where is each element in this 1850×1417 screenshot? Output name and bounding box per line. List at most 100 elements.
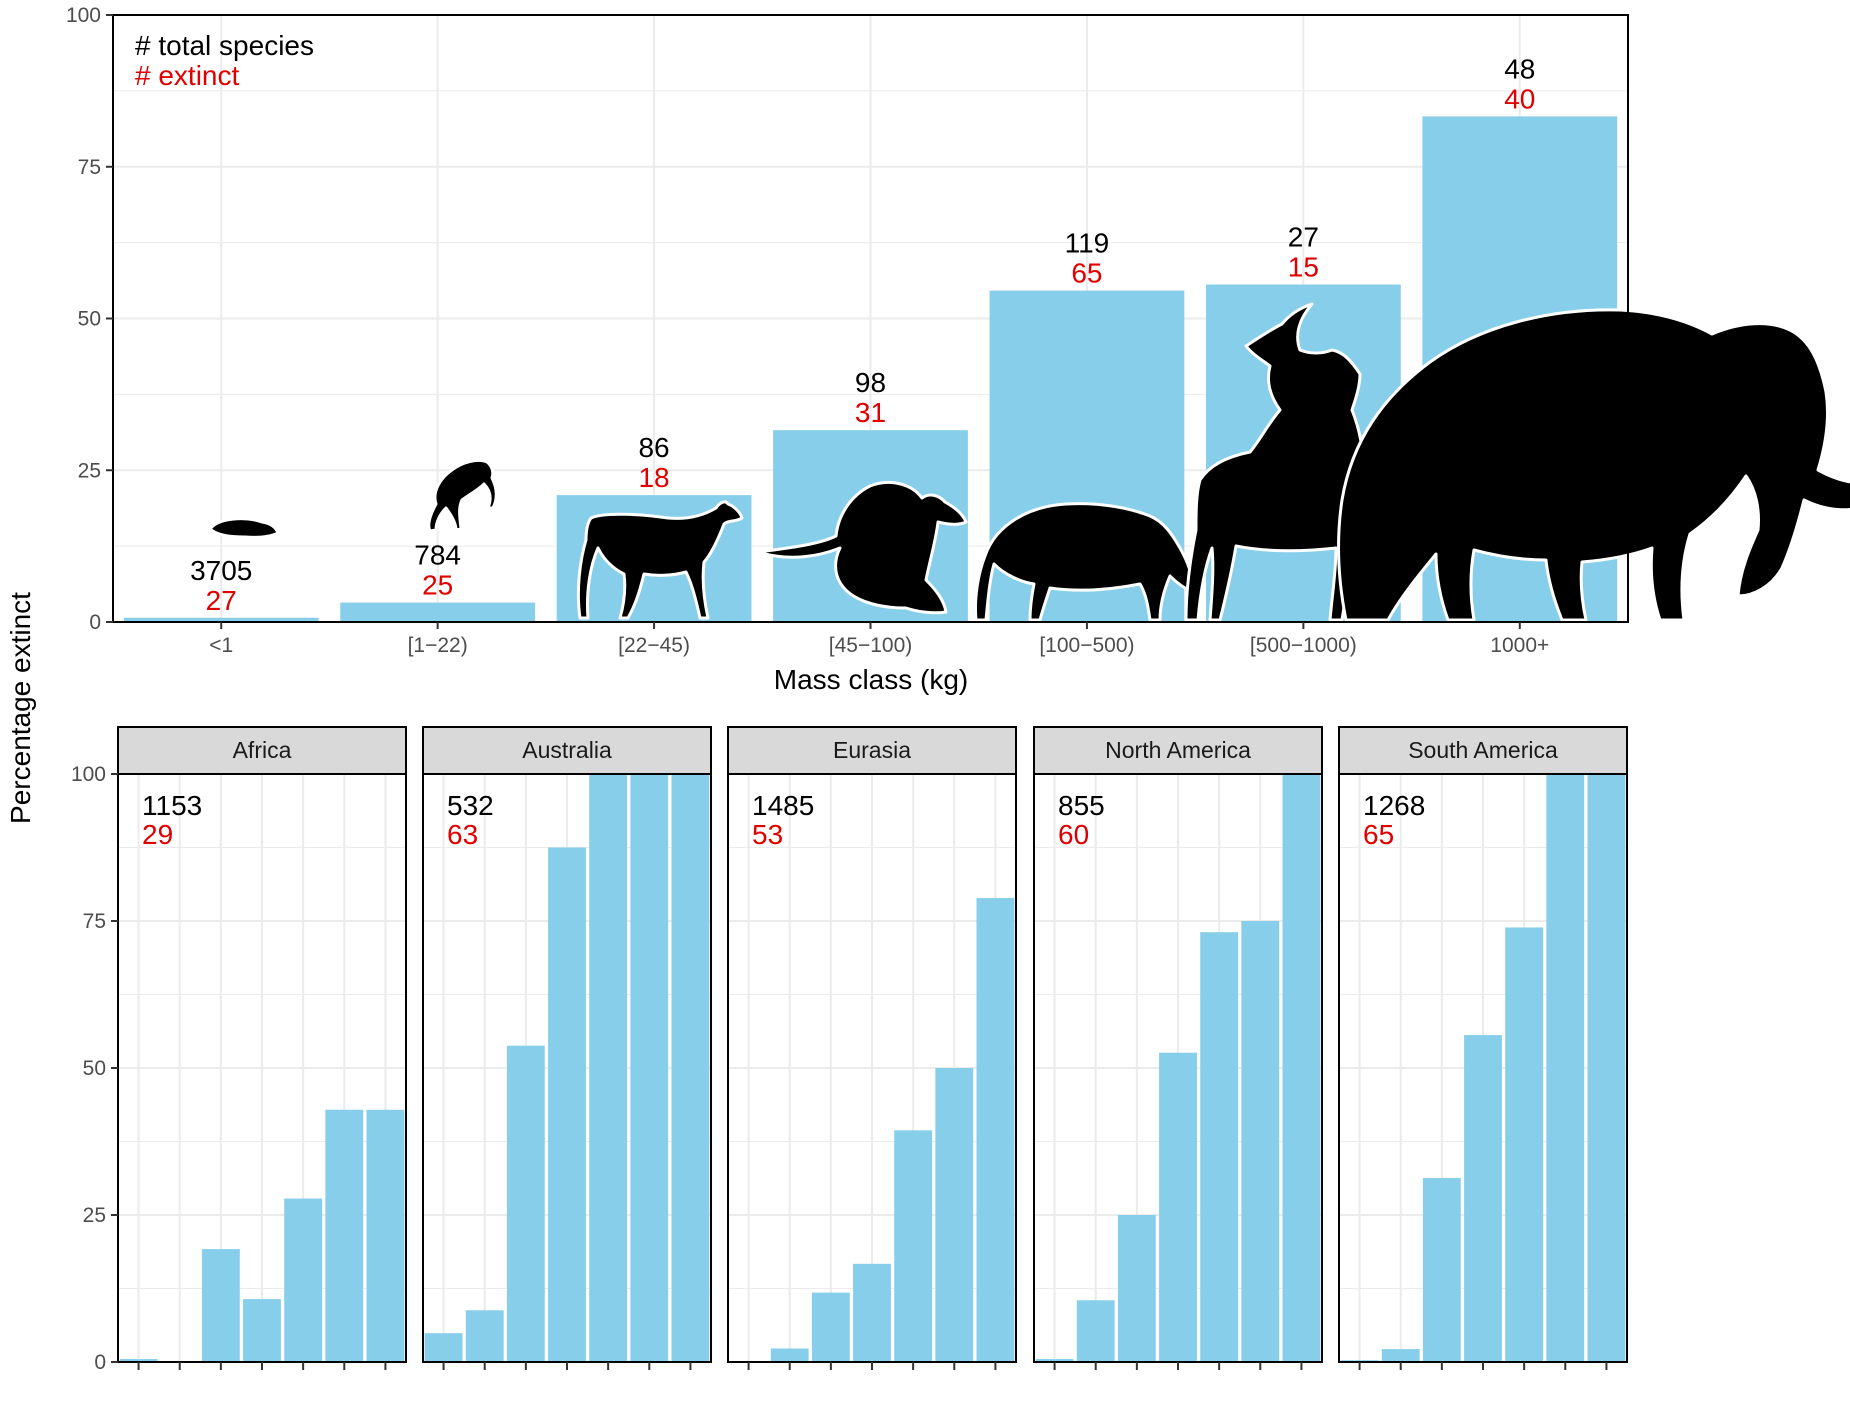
facet-bar-4 [894, 1130, 933, 1362]
x-tick-label: [1−22) [408, 634, 468, 657]
extinct-label: 15 [1288, 252, 1319, 283]
facet-strip [1338, 726, 1628, 775]
facet-bar-1 [465, 1310, 504, 1362]
facet-extinct-label: 63 [447, 819, 478, 850]
facet-bar-4 [1505, 927, 1544, 1362]
top-y-axis: 0 25 50 75 100 [66, 4, 113, 634]
legend-extinct: # extinct [135, 60, 239, 91]
facet-bar-5 [1241, 921, 1280, 1362]
facet-extinct-label: 60 [1058, 819, 1089, 850]
extinct-label: 18 [638, 462, 669, 493]
facet-bar-4 [284, 1198, 323, 1362]
primate-silhouette [427, 458, 498, 533]
x-tick-label: 1000+ [1490, 634, 1549, 657]
y-tick-label: 100 [71, 763, 106, 786]
kangaroo-silhouette [756, 481, 968, 615]
x-tick-label: [500−1000) [1250, 634, 1357, 657]
tapir-silhouette [974, 502, 1194, 622]
y-tick-label: 25 [83, 1204, 106, 1227]
bar-0 [123, 617, 319, 622]
facet-extinct-label: 53 [752, 819, 783, 850]
facet-extinct-label: 65 [1363, 819, 1394, 850]
facet-total-label: 1485 [752, 790, 814, 821]
facet-bar-2 [506, 1045, 545, 1362]
extinct-label: 25 [422, 570, 453, 601]
bar-1 [340, 602, 536, 622]
total-species-label: 119 [1065, 228, 1110, 259]
facet-bar-0 [424, 1333, 463, 1362]
legend-total: # total species [135, 30, 314, 61]
facet-bar-2 [811, 1292, 850, 1362]
facet-bar-6 [366, 1109, 405, 1362]
facet-bar-5 [935, 1068, 974, 1362]
facet-title: Eurasia [833, 737, 911, 763]
facet-total-label: 1153 [142, 790, 202, 821]
facet-title: North America [1105, 737, 1251, 763]
facet-total-label: 532 [447, 790, 494, 821]
facet-bar-3 [1464, 1035, 1502, 1362]
total-species-label: 86 [638, 432, 669, 463]
wolf-silhouette [576, 500, 744, 620]
facet-bar-4 [589, 774, 628, 1362]
y-tick-label: 100 [66, 4, 101, 27]
x-tick-label: <1 [209, 634, 233, 657]
facet-extinct-label: 29 [142, 819, 173, 850]
x-tick-label: [100−500) [1039, 634, 1134, 657]
x-tick-label: [22−45) [618, 634, 690, 657]
extinct-label: 40 [1504, 83, 1535, 114]
total-species-label: 784 [414, 540, 461, 571]
facet-bar-5 [630, 774, 669, 1362]
total-species-label: 3705 [190, 555, 252, 586]
y-tick-label: 75 [78, 156, 101, 179]
facet-bar-3 [853, 1263, 891, 1362]
extinct-label: 27 [206, 585, 237, 616]
facet-bar-4 [1200, 932, 1239, 1362]
extinct-label: 31 [855, 397, 886, 428]
facet-title: South America [1408, 737, 1558, 763]
facet-title: Australia [522, 737, 612, 763]
mammoth-silhouette [1337, 308, 1850, 622]
y-tick-label: 50 [78, 308, 101, 331]
y-axis-title: Percentage extinct [5, 592, 36, 824]
y-tick-label: 0 [94, 1351, 106, 1374]
facet-total-label: 855 [1058, 790, 1105, 821]
facet-bar-2 [201, 1249, 240, 1362]
facet-bar-3 [1159, 1052, 1197, 1362]
facet-bar-2 [1422, 1177, 1461, 1362]
top-x-axis: <1 [1−22) [22−45) [45−100) [100−500) [500−100… [209, 622, 1549, 657]
facet-strip [422, 726, 712, 775]
y-tick-label: 75 [83, 910, 106, 933]
facet-bar-3 [548, 847, 586, 1362]
extinct-label: 65 [1071, 258, 1102, 289]
facet-bar-5 [325, 1109, 364, 1362]
animal-silhouettes [208, 302, 1850, 622]
facet-strip [727, 726, 1017, 775]
facet-bar-0 [119, 1359, 158, 1362]
total-species-label: 98 [855, 367, 886, 398]
facet-bar-1 [770, 1348, 809, 1362]
facet-bar-6 [1587, 774, 1626, 1362]
x-axis-title: Mass class (kg) [774, 664, 968, 695]
facet-title: Africa [233, 737, 292, 763]
total-species-label: 27 [1288, 222, 1319, 253]
facet-bar-1 [1381, 1349, 1420, 1362]
facet-bar-6 [671, 774, 710, 1362]
facet-strip [117, 726, 407, 775]
facet-bar-3 [243, 1299, 281, 1362]
facet-bar-1 [1076, 1300, 1115, 1362]
total-species-label: 48 [1504, 53, 1535, 84]
y-tick-label: 50 [83, 1057, 106, 1080]
y-tick-label: 25 [78, 459, 101, 482]
rodent-silhouette [208, 517, 280, 539]
x-tick-label: [45−100) [829, 634, 913, 657]
y-tick-label: 0 [89, 611, 101, 634]
